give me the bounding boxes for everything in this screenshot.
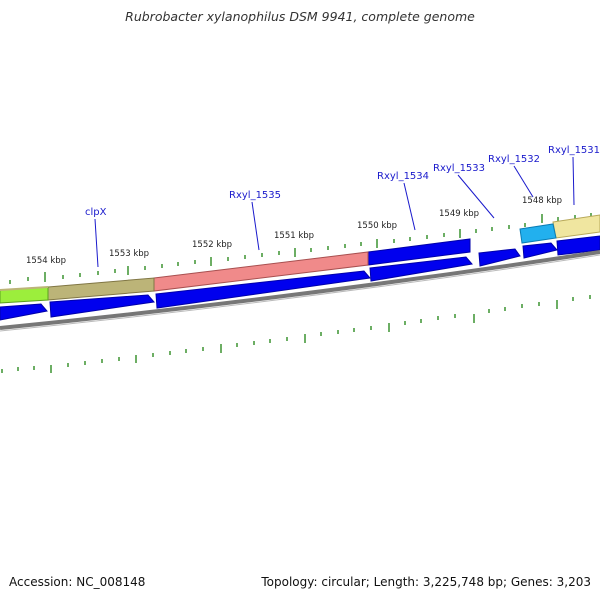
accession-text: Accession: NC_008148	[9, 575, 146, 589]
scale-label-1549: 1549 kbp	[439, 209, 479, 219]
feature-bars	[0, 214, 600, 304]
leader-line	[513, 165, 534, 198]
gene-labels: Rxyl_1531 Rxyl_1532 Rxyl_1533 Rxyl_1534 …	[85, 145, 600, 268]
feature-bar-rxyl-1531[interactable]	[552, 214, 600, 239]
leader-line	[403, 182, 416, 231]
cds-arrow-clpx[interactable]	[49, 294, 155, 318]
gene-label-rxyl-1533[interactable]: Rxyl_1533	[433, 163, 485, 174]
scale-label-1548: 1548 kbp	[522, 196, 562, 206]
scale-labels: 1548 kbp 1549 kbp 1550 kbp 1551 kbp 1552…	[26, 196, 562, 266]
scale-label-1552: 1552 kbp	[192, 240, 232, 250]
leader-line	[572, 156, 575, 206]
feature-bar-rxyl-1532[interactable]	[519, 223, 557, 244]
gene-label-rxyl-1534[interactable]: Rxyl_1534	[377, 171, 429, 182]
leader-line	[457, 174, 495, 219]
scale-label-1554: 1554 kbp	[26, 256, 66, 266]
cds-arrow-rxyl-1532[interactable]	[522, 242, 558, 259]
scale-label-1553: 1553 kbp	[109, 249, 149, 259]
gene-label-rxyl-1535[interactable]: Rxyl_1535	[229, 190, 281, 201]
lower-tick-ring	[1, 295, 591, 373]
cds-arrow-rxyl-1534[interactable]	[369, 256, 473, 282]
genome-backbone-shadow	[0, 254, 600, 332]
cds-arrows	[0, 235, 600, 321]
gene-label-rxyl-1532[interactable]: Rxyl_1532	[488, 154, 540, 165]
cds-arrow-left[interactable]	[0, 303, 48, 321]
genome-summary: Topology: circular; Length: 3,225,748 bp…	[261, 575, 591, 589]
feature-bar-left-top	[0, 286, 48, 291]
cds-arrow-rxyl-1533[interactable]	[478, 248, 521, 267]
cds-arrow-rxyl-1535[interactable]	[155, 270, 371, 309]
scale-label-1551: 1551 kbp	[274, 231, 314, 241]
upper-tick-ring	[9, 213, 592, 284]
scale-label-1550: 1550 kbp	[357, 221, 397, 231]
page-title: Rubrobacter xylanophilus DSM 9941, compl…	[125, 9, 475, 24]
leader-line	[251, 201, 260, 251]
gene-label-rxyl-1531[interactable]: Rxyl_1531	[548, 145, 600, 156]
leader-line	[94, 218, 99, 268]
gene-label-clpx[interactable]: clpX	[85, 207, 107, 218]
genome-backbone	[0, 250, 600, 330]
